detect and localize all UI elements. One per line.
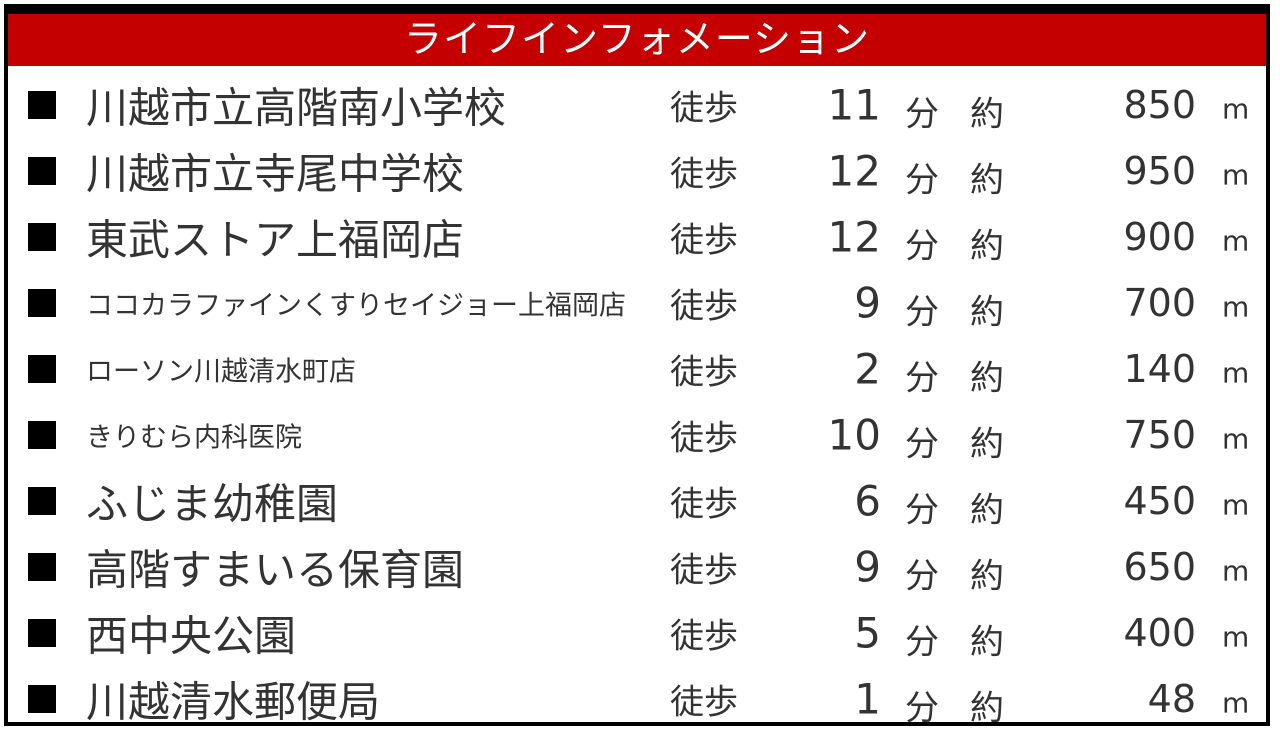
minutes-label: 分: [905, 490, 939, 531]
walk-minutes: 10: [827, 410, 881, 460]
approx-label: 約: [970, 358, 1004, 399]
distance-unit: m: [1222, 92, 1250, 126]
approx-label: 約: [970, 622, 1004, 663]
facility-name: 川越清水郵便局: [86, 677, 381, 727]
minutes-label: 分: [905, 358, 939, 399]
facility-name: ココカラファインくすりセイジョー上福岡店: [86, 290, 626, 322]
distance-unit: m: [1222, 422, 1250, 456]
minutes-label: 分: [905, 292, 939, 333]
facility-name: きりむら内科医院: [86, 422, 302, 454]
distance-value: 48: [1147, 677, 1196, 721]
walk-label: 徒歩: [670, 220, 738, 261]
walk-label: 徒歩: [670, 616, 738, 657]
distance-unit: m: [1222, 620, 1250, 654]
distance-unit: m: [1222, 290, 1250, 324]
facility-row: 高階すまいる保育園 徒歩 9 分 約 650 m: [8, 534, 1266, 600]
walk-label: 徒歩: [670, 352, 738, 393]
walk-label: 徒歩: [670, 682, 738, 723]
facility-name: 川越市立高階南小学校: [86, 83, 507, 133]
facility-name: 西中央公園: [86, 611, 297, 661]
distance-value: 900: [1123, 215, 1196, 259]
distance-value: 400: [1123, 611, 1196, 655]
facility-row: きりむら内科医院 徒歩 10 分 約 750 m: [8, 402, 1266, 468]
minutes-label: 分: [905, 160, 939, 201]
life-information-panel: ライフインフォメーション 川越市立高階南小学校 徒歩 11 分 約 850 m …: [4, 4, 1270, 729]
approx-label: 約: [970, 94, 1004, 135]
facility-name: ふじま幼稚園: [86, 479, 339, 529]
minutes-label: 分: [905, 688, 939, 729]
facility-row: 川越市立高階南小学校 徒歩 11 分 約 850 m: [8, 72, 1266, 138]
walk-minutes: 5: [854, 608, 881, 658]
distance-value: 700: [1123, 281, 1196, 325]
distance-unit: m: [1222, 554, 1250, 588]
distance-value: 850: [1123, 83, 1196, 127]
facility-name: 高階すまいる保育園: [86, 545, 465, 595]
facility-row: 川越清水郵便局 徒歩 1 分 約 48 m: [8, 666, 1266, 732]
square-bullet-icon: [28, 223, 56, 251]
walk-minutes: 9: [854, 278, 881, 328]
approx-label: 約: [970, 226, 1004, 267]
square-bullet-icon: [28, 289, 56, 317]
minutes-label: 分: [905, 622, 939, 663]
walk-minutes: 12: [827, 146, 881, 196]
walk-label: 徒歩: [670, 418, 738, 459]
distance-value: 750: [1123, 413, 1196, 457]
square-bullet-icon: [28, 685, 56, 713]
walk-minutes: 2: [854, 344, 881, 394]
distance-unit: m: [1222, 224, 1250, 258]
facility-name: ローソン川越清水町店: [86, 356, 356, 388]
walk-label: 徒歩: [670, 154, 738, 195]
facility-row: ココカラファインくすりセイジョー上福岡店 徒歩 9 分 約 700 m: [8, 270, 1266, 336]
approx-label: 約: [970, 688, 1004, 729]
approx-label: 約: [970, 556, 1004, 597]
facility-row: ふじま幼稚園 徒歩 6 分 約 450 m: [8, 468, 1266, 534]
distance-value: 650: [1123, 545, 1196, 589]
facility-name: 川越市立寺尾中学校: [86, 149, 465, 199]
square-bullet-icon: [28, 157, 56, 185]
walk-label: 徒歩: [670, 550, 738, 591]
walk-minutes: 9: [854, 542, 881, 592]
square-bullet-icon: [28, 355, 56, 383]
facility-list: 川越市立高階南小学校 徒歩 11 分 約 850 m 川越市立寺尾中学校 徒歩 …: [8, 72, 1266, 732]
minutes-label: 分: [905, 424, 939, 465]
minutes-label: 分: [905, 94, 939, 135]
square-bullet-icon: [28, 487, 56, 515]
approx-label: 約: [970, 160, 1004, 201]
distance-unit: m: [1222, 488, 1250, 522]
facility-row: 川越市立寺尾中学校 徒歩 12 分 約 950 m: [8, 138, 1266, 204]
minutes-label: 分: [905, 556, 939, 597]
walk-label: 徒歩: [670, 286, 738, 327]
walk-minutes: 11: [827, 80, 881, 130]
distance-unit: m: [1222, 686, 1250, 720]
square-bullet-icon: [28, 421, 56, 449]
facility-row: ローソン川越清水町店 徒歩 2 分 約 140 m: [8, 336, 1266, 402]
walk-minutes: 1: [854, 674, 881, 724]
walk-minutes: 6: [854, 476, 881, 526]
facility-name: 東武ストア上福岡店: [86, 215, 465, 265]
distance-value: 450: [1123, 479, 1196, 523]
panel-title: ライフインフォメーション: [8, 14, 1266, 66]
walk-minutes: 12: [827, 212, 881, 262]
approx-label: 約: [970, 424, 1004, 465]
walk-label: 徒歩: [670, 484, 738, 525]
distance-unit: m: [1222, 158, 1250, 192]
approx-label: 約: [970, 292, 1004, 333]
square-bullet-icon: [28, 619, 56, 647]
approx-label: 約: [970, 490, 1004, 531]
square-bullet-icon: [28, 553, 56, 581]
facility-row: 西中央公園 徒歩 5 分 約 400 m: [8, 600, 1266, 666]
distance-value: 950: [1123, 149, 1196, 193]
distance-unit: m: [1222, 356, 1250, 390]
minutes-label: 分: [905, 226, 939, 267]
distance-value: 140: [1123, 347, 1196, 391]
facility-row: 東武ストア上福岡店 徒歩 12 分 約 900 m: [8, 204, 1266, 270]
square-bullet-icon: [28, 91, 56, 119]
walk-label: 徒歩: [670, 88, 738, 129]
